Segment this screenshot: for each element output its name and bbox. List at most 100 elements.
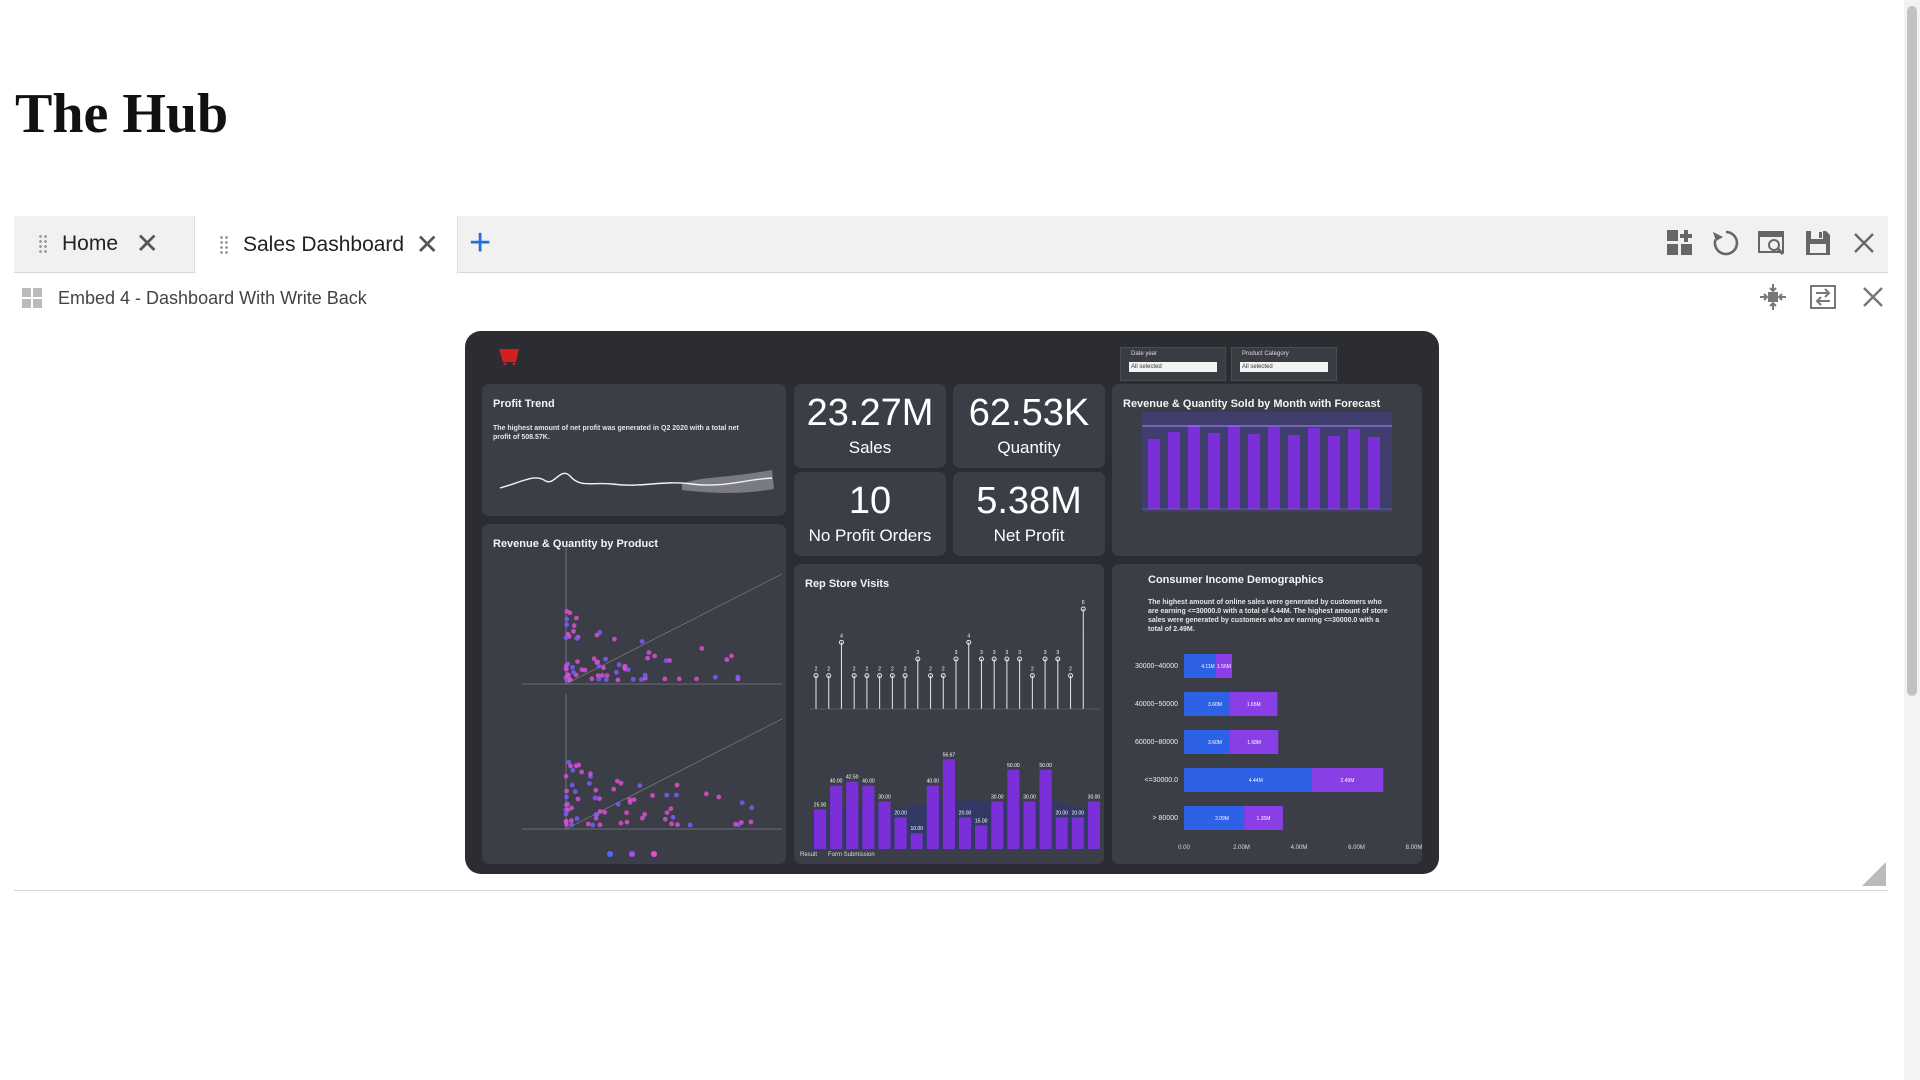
resize-handle-icon[interactable]: [1862, 862, 1886, 886]
bar: [926, 785, 939, 849]
lollipop-head: [966, 639, 972, 645]
consumer-income-panel[interactable]: Consumer Income Demographics The highest…: [1111, 563, 1423, 865]
lollipop-label: 2: [866, 667, 869, 673]
lollipop-head: [1029, 673, 1035, 679]
scatter-point: [566, 759, 572, 765]
scatter-point: [573, 763, 579, 769]
category-label: <=30000.0: [1145, 777, 1179, 784]
scatter-point: [603, 656, 608, 662]
scatter-point: [593, 812, 599, 818]
online-value-label: 3.60M: [1208, 702, 1222, 708]
category-label: 40000~50000: [1135, 701, 1178, 708]
forecast-bar: [1248, 434, 1260, 509]
scatter-point: [674, 782, 680, 788]
scrollbar[interactable]: [1904, 0, 1920, 1080]
rep-store-visits-panel[interactable]: Rep Store Visits 2 2 4 2 2 2 2 2 3 2 2 3 4 3 3 3 3 2 3 3 2 6 2…: [793, 563, 1105, 865]
lollipop-label: 2: [891, 667, 894, 673]
kpi-label: Sales: [848, 438, 892, 457]
scatter-point: [568, 763, 573, 769]
bar: [1055, 817, 1068, 849]
lollipop-label: 2: [942, 667, 945, 673]
tab-bar: Home ✕ Sales Dashboard ✕ +: [14, 216, 1888, 274]
lollipop-head: [991, 656, 997, 662]
forecast-bar: [1188, 425, 1200, 509]
kpi-net-profit: 5.38M Net Profit: [952, 471, 1106, 557]
scatter-point: [614, 669, 619, 675]
refresh-icon[interactable]: [1710, 226, 1742, 260]
fit-icon[interactable]: [1758, 281, 1788, 313]
lollipop-head: [940, 673, 946, 679]
scatter-point: [618, 820, 624, 826]
x-tick-label: 6.00M: [1348, 845, 1365, 851]
bar-label: 20.00: [1072, 810, 1085, 816]
divider: [14, 890, 1888, 891]
kpi-quantity: 62.53K Quantity: [952, 383, 1106, 469]
scroll-thumb[interactable]: [1907, 6, 1917, 696]
panel-title: Profit Trend: [493, 398, 555, 410]
scatter-point: [603, 677, 609, 683]
bar: [814, 809, 827, 849]
store-value-label: 1.35M: [1257, 816, 1271, 822]
scatter-point: [597, 822, 603, 828]
bar-label: 56.67: [943, 752, 956, 758]
lollipop-label: 4: [967, 633, 970, 639]
scatter-point: [587, 781, 592, 786]
scatter-point: [637, 783, 643, 788]
inspect-icon[interactable]: [1756, 226, 1788, 260]
tab-sales-dashboard[interactable]: Sales Dashboard ✕: [194, 216, 458, 274]
scatter-point: [599, 673, 605, 678]
bar: [846, 781, 859, 849]
bar-label: 10.00: [910, 826, 923, 832]
lollipop-head: [813, 673, 819, 679]
drag-handle-icon[interactable]: [38, 234, 48, 254]
save-icon[interactable]: [1802, 226, 1834, 260]
product-category-filter[interactable]: Product Category All selected: [1231, 347, 1337, 381]
close-icon[interactable]: ✕: [415, 229, 439, 260]
bar: [878, 801, 891, 849]
scatter-point: [592, 795, 598, 801]
scatter-point: [716, 794, 722, 800]
bar: [1023, 801, 1036, 849]
scatter-point: [611, 786, 617, 792]
add-widget-icon[interactable]: [1664, 226, 1696, 260]
add-tab-icon[interactable]: +: [469, 222, 492, 264]
revenue-forecast-panel[interactable]: Revenue & Quantity Sold by Month with Fo…: [1111, 383, 1423, 557]
scatter-point: [616, 662, 622, 668]
lollipop-label: 2: [904, 667, 907, 673]
panel-title: Consumer Income Demographics: [1148, 574, 1324, 586]
bar: [910, 833, 923, 849]
filter-value: All selected: [1240, 362, 1328, 372]
close-icon[interactable]: [1858, 281, 1888, 313]
x-tick-label: 2.00M: [1233, 845, 1250, 851]
revenue-by-product-panel[interactable]: Revenue & Quantity by Product: [481, 523, 787, 865]
scatter-point: [650, 793, 655, 798]
logo: [499, 349, 519, 365]
close-icon[interactable]: [1848, 226, 1880, 260]
bar: [1087, 801, 1100, 849]
date-year-filter[interactable]: Date year All selected: [1120, 347, 1226, 381]
embedded-dashboard[interactable]: Date year All selected Product Category …: [465, 331, 1439, 874]
panel-title: Rep Store Visits: [805, 578, 890, 590]
scatter-point: [712, 674, 718, 680]
kpi-label: No Profit Orders: [808, 526, 932, 545]
scatter-point: [614, 778, 620, 784]
scatter-point: [569, 782, 575, 788]
drag-handle-icon[interactable]: [219, 235, 229, 255]
scatter-point: [585, 821, 591, 827]
scatter-point: [574, 615, 579, 621]
lollipop-head: [1080, 606, 1086, 612]
profit-trend-panel[interactable]: Profit Trend The highest amount of net p…: [481, 383, 787, 517]
tab-home[interactable]: Home ✕: [14, 216, 177, 272]
close-icon[interactable]: ✕: [135, 228, 159, 259]
embed-header: Embed 4 - Dashboard With Write Back: [22, 284, 367, 312]
scatter-point: [631, 797, 637, 802]
lollipop-head: [838, 639, 844, 645]
bar: [959, 817, 972, 849]
lollipop-head: [902, 673, 908, 679]
online-bar: [1184, 730, 1230, 754]
bar-label: 30.00: [991, 795, 1004, 801]
consumer-income-chart: 30000~40000 4.11M 1.56M 40000~50000 3.60M 1.6…: [1135, 654, 1422, 851]
lollipop-label: 2: [1031, 667, 1034, 673]
scatter-point: [642, 812, 647, 817]
swap-icon[interactable]: [1808, 281, 1838, 313]
